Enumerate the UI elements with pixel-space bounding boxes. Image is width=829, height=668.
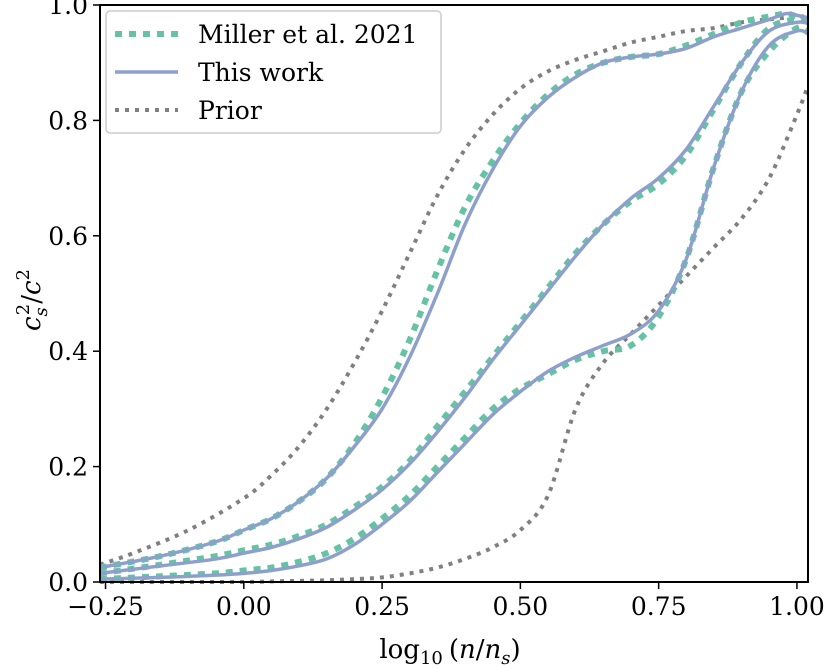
series-line-2: [99, 16, 810, 577]
y-tick-label: 0.0: [48, 568, 88, 597]
series-line-7: [99, 85, 810, 585]
plot-frame: [99, 4, 809, 583]
x-tick-label: 0.00: [216, 592, 272, 621]
series-line-4: [99, 24, 810, 583]
series-line-1: [99, 11, 809, 570]
y-tick-label: 0.8: [48, 106, 88, 135]
x-tick-label: 0.50: [493, 592, 549, 621]
x-tick-label: −0.25: [67, 592, 144, 621]
series-line-5: [99, 28, 809, 581]
y-axis-label: cs2/c2: [13, 269, 52, 331]
y-tick-label: 1.0: [48, 0, 88, 20]
legend-box: [105, 10, 442, 134]
y-tick-label: 0.2: [48, 453, 88, 482]
legend-label-this-work: This work: [198, 58, 324, 87]
y-tick-label: 0.6: [48, 222, 88, 251]
legend-label-miller: Miller et al. 2021: [198, 20, 417, 49]
legend-label-prior: Prior: [198, 96, 262, 125]
y-tick-label: 0.4: [48, 337, 88, 366]
x-axis: −0.25 0.00 0.25 0.50 0.75 1.00: [67, 582, 825, 621]
x-tick-label: 1.00: [769, 592, 825, 621]
series-line-3: [99, 20, 809, 576]
series-line-6: [99, 14, 809, 567]
x-tick-label: 0.75: [631, 592, 687, 621]
y-axis: 0.0 0.2 0.4 0.6 0.8 1.0: [48, 0, 100, 597]
x-tick-label: 0.25: [354, 592, 410, 621]
x-axis-label: log10 (n/ns): [379, 635, 520, 668]
legend: Miller et al. 2021 This work Prior: [105, 10, 442, 134]
